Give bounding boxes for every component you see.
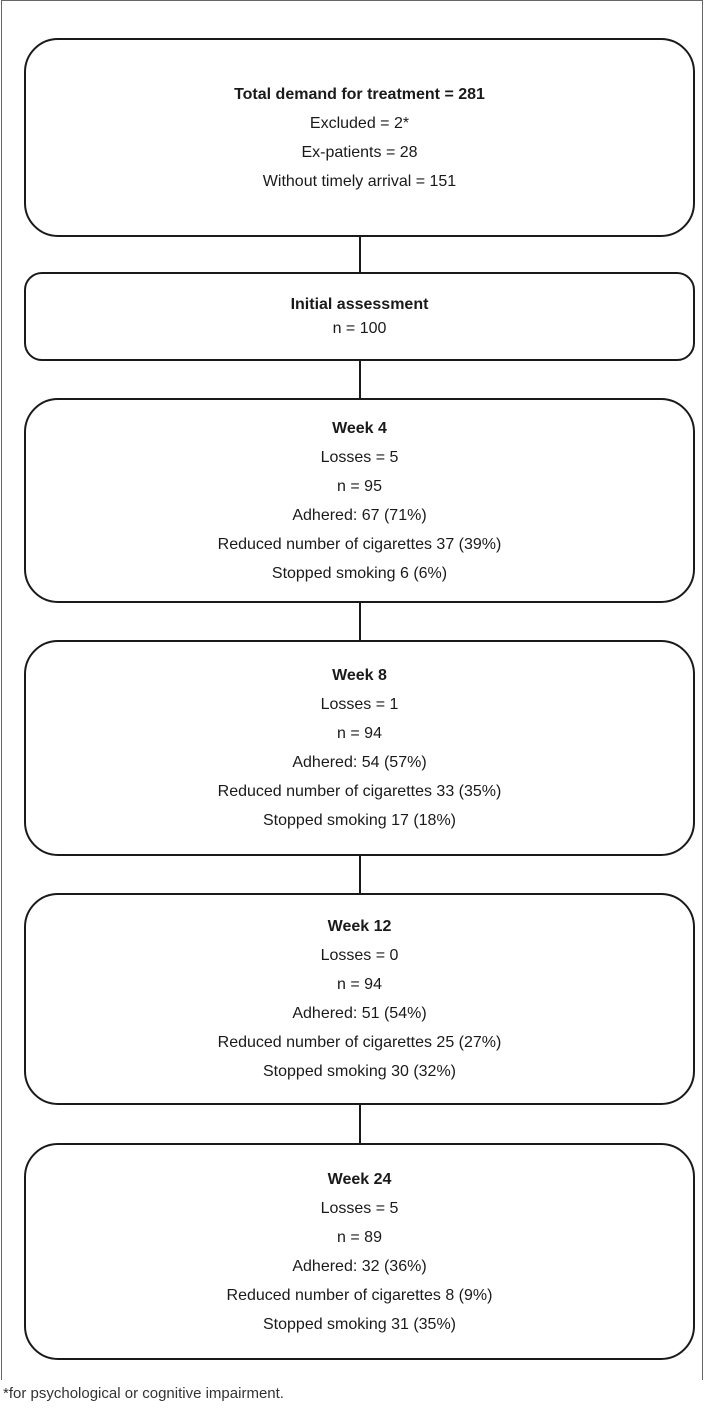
box-title: Week 24 [327,1170,392,1188]
box-line: n = 94 [337,725,382,742]
box-line: Losses = 1 [320,696,399,713]
box-line: Ex-patients = 28 [301,143,418,161]
flow-connector [359,237,361,272]
box-line: Adhered: 51 (54%) [292,1005,427,1022]
box-title: Week 12 [327,918,392,935]
box-line: n = 94 [337,976,382,993]
box-line: Reduced number of cigarettes 33 (35%) [217,783,502,800]
box-week-8: Week 8 Losses = 1 n = 94 Adhered: 54 (57… [24,640,695,856]
box-initial-assessment: Initial assessment n = 100 [24,272,695,361]
box-week-12: Week 12 Losses = 0 n = 94 Adhered: 51 (5… [24,893,695,1105]
box-line: Stopped smoking 30 (32%) [263,1063,456,1080]
box-title: Initial assessment [290,295,429,313]
footnote: *for psychological or cognitive impairme… [3,1385,284,1402]
box-line: Adhered: 54 (57%) [292,754,427,771]
box-line: Losses = 0 [320,947,399,964]
box-line: Reduced number of cigarettes 8 (9%) [226,1286,493,1304]
flow-connector [359,856,361,893]
box-total-demand: Total demand for treatment = 281 Exclude… [24,38,695,237]
box-line: Stopped smoking 17 (18%) [263,812,456,829]
box-line: Excluded = 2* [309,114,410,132]
box-week-4: Week 4 Losses = 5 n = 95 Adhered: 67 (71… [24,398,695,603]
box-line: Losses = 5 [320,448,399,466]
box-title: Week 4 [332,419,387,437]
box-title: Total demand for treatment = 281 [234,85,485,103]
box-line: Adhered: 32 (36%) [292,1257,427,1275]
box-line: n = 89 [337,1228,382,1246]
flow-connector [359,361,361,398]
box-line: n = 100 [332,319,387,337]
box-line: Reduced number of cigarettes 37 (39%) [217,535,502,553]
figure-frame [1,0,703,1380]
box-line: Stopped smoking 31 (35%) [263,1315,456,1333]
flow-connector [359,603,361,640]
box-line: Without timely arrival = 151 [262,172,457,190]
box-line: Losses = 5 [320,1199,399,1217]
box-week-24: Week 24 Losses = 5 n = 89 Adhered: 32 (3… [24,1143,695,1360]
box-line: Stopped smoking 6 (6%) [271,564,448,582]
box-line: Reduced number of cigarettes 25 (27%) [217,1034,502,1051]
box-line: Adhered: 67 (71%) [292,506,427,524]
flow-connector [359,1105,361,1143]
box-title: Week 8 [332,667,387,684]
box-line: n = 95 [337,477,382,495]
